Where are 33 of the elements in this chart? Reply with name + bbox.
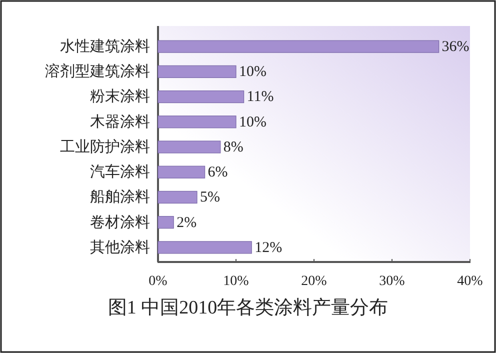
data-label: 5% (200, 190, 220, 206)
y-tick-label: 溶剂型建筑涂料 (45, 63, 150, 80)
bar (158, 90, 244, 104)
x-tick-label: 30% (379, 274, 406, 290)
bar (158, 216, 174, 229)
bar (158, 166, 206, 178)
bar (158, 116, 236, 128)
bar (158, 40, 440, 53)
data-label: 11% (246, 89, 274, 106)
x-tick-label: 40% (457, 274, 484, 290)
y-tick-label: 汽车涂料 (90, 164, 150, 181)
y-tick-label: 工业防护涂料 (60, 138, 150, 156)
data-label: 6% (208, 164, 228, 181)
data-label: 8% (223, 139, 244, 156)
data-label: 12% (254, 240, 282, 256)
bar (158, 140, 221, 154)
y-tick-label: 木器涂料 (90, 113, 150, 130)
y-tick-label: 粉末涂料 (90, 88, 150, 106)
y-tick-label: 水性建筑涂料 (60, 38, 150, 55)
y-tick-label: 其他涂料 (90, 238, 150, 256)
text: 图1 中国2010年各类涂料产量分布 (108, 297, 388, 318)
bar (158, 190, 198, 204)
y-tick-label: 卷材涂料 (90, 214, 150, 231)
x-tick-label: 0% (148, 274, 168, 290)
bar (158, 241, 252, 254)
data-label: 2% (176, 214, 197, 231)
data-label: 10% (239, 64, 266, 80)
data-label: 10% (239, 114, 266, 130)
data-label: 36% (442, 38, 470, 55)
x-tick-label: 10% (223, 274, 250, 290)
y-tick-label: 船舶涂料 (90, 188, 150, 206)
bar (158, 65, 236, 78)
x-tick-label: 20% (301, 274, 328, 290)
